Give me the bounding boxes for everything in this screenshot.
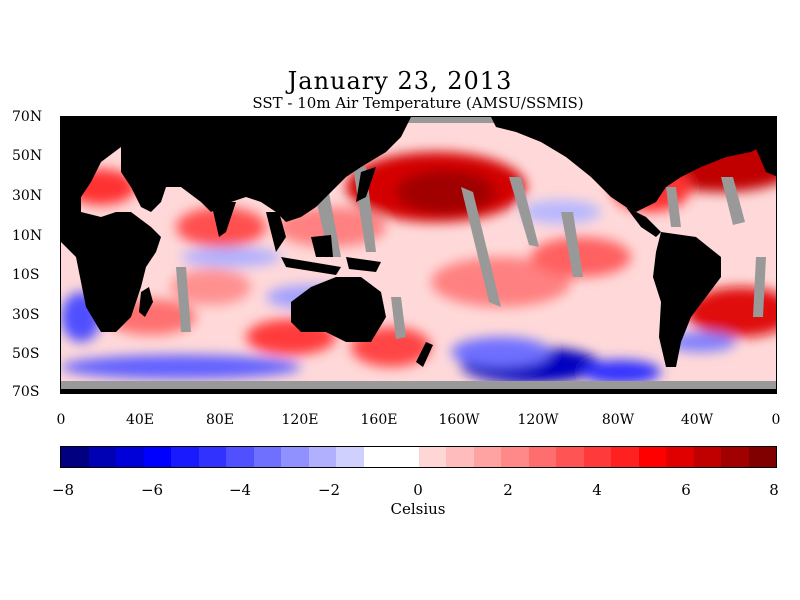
colorbar-swatch bbox=[116, 447, 144, 467]
colorbar-swatch bbox=[281, 447, 309, 467]
lon-label-80w: 80W bbox=[601, 412, 635, 428]
lon-label-40w: 40W bbox=[680, 412, 714, 428]
colorbar-tick-label: 2 bbox=[503, 481, 513, 499]
colorbar-tick-label: 0 bbox=[413, 481, 423, 499]
lat-label-70n: 70N bbox=[12, 109, 43, 125]
lon-label-80e: 80E bbox=[205, 412, 235, 428]
colorbar-swatch bbox=[391, 447, 419, 467]
colorbar-swatch bbox=[748, 447, 776, 467]
colorbar-tick-label: 4 bbox=[592, 481, 602, 499]
colorbar-tick-label: 8 bbox=[769, 481, 779, 499]
colorbar-swatch bbox=[583, 447, 611, 467]
lon-label-40e: 40E bbox=[125, 412, 155, 428]
lat-label-30n: 30N bbox=[12, 188, 43, 204]
lon-label-160w: 160W bbox=[438, 412, 480, 428]
colorbar-swatch bbox=[611, 447, 639, 467]
colorbar-tick-label: −4 bbox=[228, 481, 252, 499]
lat-label-10n: 10N bbox=[12, 228, 43, 244]
colorbar-swatch bbox=[693, 447, 721, 467]
colorbar-swatch bbox=[721, 447, 749, 467]
lon-label-160e: 160E bbox=[360, 412, 398, 428]
lon-label-120w: 120W bbox=[517, 412, 559, 428]
chart-subtitle: SST - 10m Air Temperature (AMSU/SSMIS) bbox=[252, 94, 584, 112]
lon-label-0-left: 0 bbox=[56, 412, 66, 428]
colorbar-tick-label: −6 bbox=[140, 481, 164, 499]
lat-label-70s: 70S bbox=[12, 384, 40, 400]
colorbar bbox=[60, 446, 777, 468]
lat-label-50s: 50S bbox=[12, 346, 40, 362]
colorbar-swatch bbox=[638, 447, 666, 467]
colorbar-swatch bbox=[556, 447, 584, 467]
sst-map bbox=[60, 116, 777, 394]
chart-title: January 23, 2013 bbox=[287, 67, 513, 95]
colorbar-swatch bbox=[143, 447, 171, 467]
lat-label-50n: 50N bbox=[12, 148, 43, 164]
colorbar-tick-label: −2 bbox=[317, 481, 341, 499]
colorbar-swatch bbox=[446, 447, 474, 467]
colorbar-swatch bbox=[308, 447, 336, 467]
sst-anomaly-field bbox=[61, 117, 776, 393]
colorbar-swatch bbox=[253, 447, 281, 467]
colorbar-tick-label: −8 bbox=[51, 481, 75, 499]
colorbar-swatch bbox=[666, 447, 694, 467]
colorbar-swatch bbox=[418, 447, 446, 467]
colorbar-swatch bbox=[501, 447, 529, 467]
colorbar-swatch bbox=[61, 447, 89, 467]
colorbar-swatch bbox=[363, 447, 391, 467]
colorbar-swatch bbox=[528, 447, 556, 467]
colorbar-swatch bbox=[171, 447, 199, 467]
colorbar-swatch bbox=[88, 447, 116, 467]
lon-label-120e: 120E bbox=[281, 412, 319, 428]
colorbar-swatch bbox=[336, 447, 364, 467]
colorbar-swatch bbox=[473, 447, 501, 467]
colorbar-swatch bbox=[226, 447, 254, 467]
lon-label-0-right: 0 bbox=[771, 412, 781, 428]
colorbar-swatch bbox=[198, 447, 226, 467]
lat-label-30s: 30S bbox=[12, 307, 40, 323]
colorbar-tick-label: 6 bbox=[681, 481, 691, 499]
lat-label-10s: 10S bbox=[12, 267, 40, 283]
colorbar-unit-label: Celsius bbox=[390, 500, 446, 518]
